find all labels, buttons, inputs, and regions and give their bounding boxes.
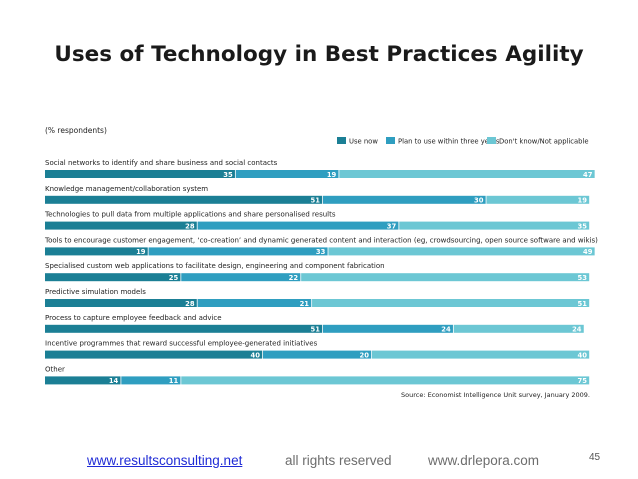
data-label: 35: [223, 171, 233, 179]
data-label: 37: [387, 222, 397, 230]
category-label: Predictive simulation models: [45, 288, 146, 296]
footer-rights-text: all rights reserved: [285, 453, 392, 468]
bar-segment: [45, 170, 235, 178]
category-label: Tools to encourage customer engagement, …: [44, 236, 598, 244]
bar-segment: [181, 273, 301, 282]
data-label: 11: [169, 377, 179, 385]
footer-drlepora-text: www.drlepora.com: [428, 453, 540, 468]
category-label: Technologies to pull data from multiple …: [44, 211, 336, 219]
bar-segment: [301, 273, 590, 282]
data-label: 24: [441, 326, 451, 334]
data-label: 40: [578, 351, 588, 359]
category-label: Specialised custom web applications to f…: [45, 262, 385, 270]
legend-plan-swatch: [386, 137, 395, 144]
bar-segment: [45, 195, 323, 204]
category-label: Knowledge management/collaboration syste…: [45, 185, 208, 193]
data-label: 35: [578, 222, 588, 230]
bar-segment: [372, 350, 590, 359]
data-label: 20: [360, 351, 370, 359]
bar-segment: [121, 376, 181, 385]
data-label: 51: [310, 326, 320, 334]
bar-segment: [45, 376, 121, 385]
data-label: 28: [185, 222, 195, 230]
source-note: Source: Economist Intelligence Unit surv…: [401, 391, 590, 399]
bar-segment: [399, 221, 590, 230]
bar-segment: [322, 195, 486, 204]
chart-rows: Social networks to identify and share bu…: [44, 159, 598, 385]
category-label: Social networks to identify and share bu…: [45, 159, 278, 167]
results-consulting-link[interactable]: www.resultsconsulting.net: [87, 453, 243, 468]
bar-segment: [45, 350, 263, 359]
data-label: 19: [578, 197, 588, 205]
data-label: 30: [474, 197, 484, 205]
unit-label: (% respondents): [45, 126, 107, 135]
data-label: 19: [136, 248, 146, 256]
data-label: 21: [300, 300, 310, 308]
page-number: 45: [589, 452, 601, 463]
legend-dont-know-swatch: [487, 137, 496, 144]
bar-segment: [197, 221, 399, 230]
bar-segment: [235, 170, 339, 178]
data-label: 24: [572, 326, 582, 334]
data-label: 33: [316, 248, 326, 256]
bar-segment: [339, 170, 595, 178]
bar-segment: [45, 273, 181, 282]
data-label: 49: [583, 248, 593, 256]
category-label: Other: [45, 365, 65, 373]
bar-segment: [263, 350, 372, 359]
bar-segment: [45, 324, 323, 333]
bar-segment: [181, 376, 590, 385]
data-label: 53: [578, 274, 588, 282]
data-label: 19: [327, 171, 337, 179]
data-label: 51: [310, 197, 320, 205]
legend-plan-label: Plan to use within three years: [398, 138, 500, 146]
bar-segment: [328, 247, 595, 256]
bar-segment: [453, 324, 584, 333]
data-label: 25: [169, 274, 179, 282]
legend-use-now-swatch: [337, 137, 346, 144]
data-label: 14: [109, 377, 119, 385]
bar-segment: [197, 299, 312, 307]
data-label: 75: [578, 377, 588, 385]
data-label: 40: [251, 351, 261, 359]
bar-segment: [486, 195, 590, 204]
legend-use-now-label: Use now: [349, 138, 378, 146]
data-label: 22: [289, 274, 299, 282]
bar-segment: [312, 299, 590, 307]
category-label: Incentive programmes that reward success…: [45, 340, 318, 348]
bar-segment: [322, 324, 453, 333]
slide-title: Uses of Technology in Best Practices Agi…: [54, 42, 584, 67]
data-label: 28: [185, 300, 195, 308]
bar-segment: [45, 221, 197, 230]
data-label: 51: [578, 300, 588, 308]
legend-dont-know-label: Don't know/Not applicable: [499, 138, 589, 146]
chart-legend: Use now Plan to use within three years Don…: [337, 137, 589, 146]
data-label: 47: [583, 171, 593, 179]
bar-segment: [45, 299, 197, 307]
bar-segment: [45, 247, 148, 256]
category-label: Process to capture employee feedback and…: [45, 314, 222, 322]
footer-left-link[interactable]: www.resultsconsulting.net: [87, 453, 242, 468]
bar-segment: [148, 247, 328, 256]
